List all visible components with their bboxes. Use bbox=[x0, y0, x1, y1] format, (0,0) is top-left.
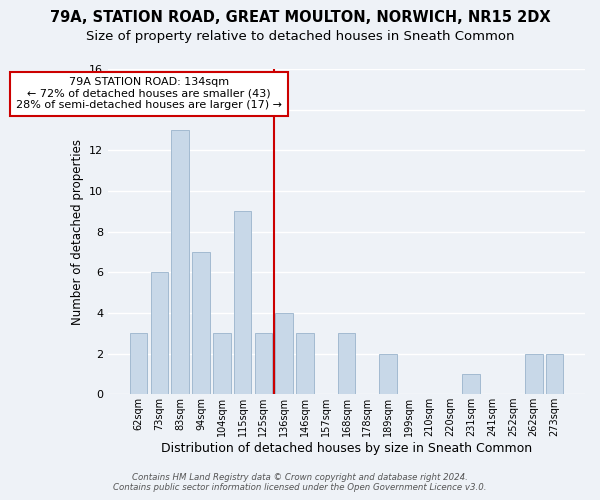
Bar bbox=[463, 374, 480, 394]
Bar bbox=[254, 333, 272, 394]
Bar bbox=[192, 252, 210, 394]
Bar bbox=[234, 212, 251, 394]
Bar bbox=[130, 333, 148, 394]
Bar bbox=[275, 313, 293, 394]
Text: Contains HM Land Registry data © Crown copyright and database right 2024.
Contai: Contains HM Land Registry data © Crown c… bbox=[113, 473, 487, 492]
Bar bbox=[213, 333, 230, 394]
Bar bbox=[151, 272, 168, 394]
Text: 79A, STATION ROAD, GREAT MOULTON, NORWICH, NR15 2DX: 79A, STATION ROAD, GREAT MOULTON, NORWIC… bbox=[50, 10, 550, 25]
Bar bbox=[379, 354, 397, 394]
Text: 79A STATION ROAD: 134sqm
← 72% of detached houses are smaller (43)
28% of semi-d: 79A STATION ROAD: 134sqm ← 72% of detach… bbox=[16, 77, 282, 110]
Bar bbox=[338, 333, 355, 394]
Y-axis label: Number of detached properties: Number of detached properties bbox=[71, 138, 83, 324]
Bar bbox=[525, 354, 542, 394]
Bar bbox=[296, 333, 314, 394]
X-axis label: Distribution of detached houses by size in Sneath Common: Distribution of detached houses by size … bbox=[161, 442, 532, 455]
Text: Size of property relative to detached houses in Sneath Common: Size of property relative to detached ho… bbox=[86, 30, 514, 43]
Bar bbox=[172, 130, 189, 394]
Bar bbox=[545, 354, 563, 394]
